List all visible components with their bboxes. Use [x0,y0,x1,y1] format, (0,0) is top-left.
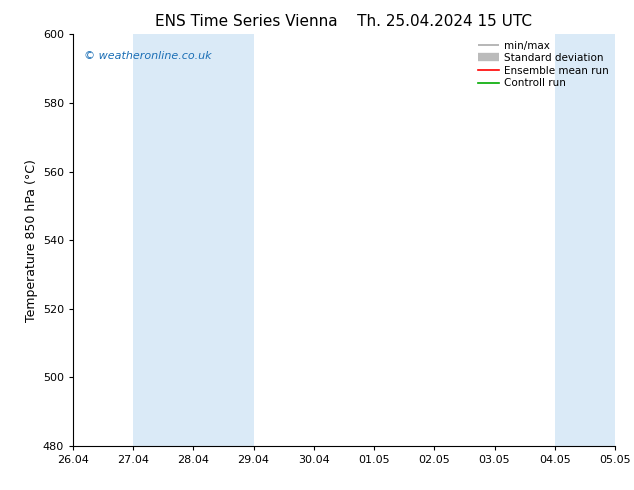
Bar [555,34,615,446]
Bar [133,34,254,446]
Legend: min/max, Standard deviation, Ensemble mean run, Controll run: min/max, Standard deviation, Ensemble me… [474,36,613,93]
Text: © weatheronline.co.uk: © weatheronline.co.uk [84,51,211,61]
Y-axis label: Temperature 850 hPa (°C): Temperature 850 hPa (°C) [25,159,39,321]
Title: ENS Time Series Vienna    Th. 25.04.2024 15 UTC: ENS Time Series Vienna Th. 25.04.2024 15… [155,14,533,29]
